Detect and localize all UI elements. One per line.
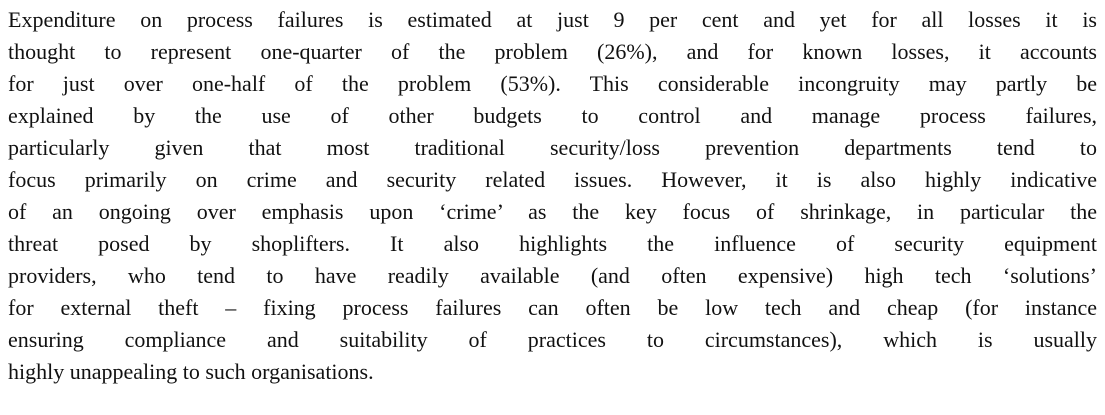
- text-line: threat posed by shoplifters. It also hig…: [8, 231, 1097, 256]
- text-line: ensuring compliance and suitability of p…: [8, 327, 1097, 352]
- text-line: highly unappealing to such organisations…: [8, 359, 374, 384]
- text-line: Expenditure on process failures is estim…: [8, 7, 1097, 32]
- text-line: thought to represent one-quarter of the …: [8, 39, 1097, 64]
- text-line: particularly given that most traditional…: [8, 135, 1097, 160]
- text-line: of an ongoing over emphasis upon ‘crime’…: [8, 199, 1097, 224]
- paragraph: Expenditure on process failures is estim…: [8, 4, 1097, 388]
- text-line: for external theft – fixing process fail…: [8, 295, 1097, 320]
- text-line: providers, who tend to have readily avai…: [8, 263, 1097, 288]
- text-line: explained by the use of other budgets to…: [8, 103, 1097, 128]
- text-line: for just over one-half of the problem (5…: [8, 71, 1097, 96]
- text-line: focus primarily on crime and security re…: [8, 167, 1097, 192]
